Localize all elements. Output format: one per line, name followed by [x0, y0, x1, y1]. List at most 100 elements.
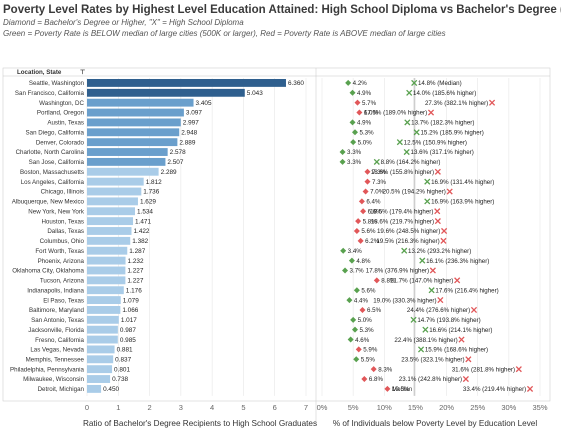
bar-tick-label: 4	[210, 403, 214, 412]
highschool-x	[462, 375, 469, 383]
bar-value-label: 1.382	[132, 238, 148, 245]
bar-value-label: 1.629	[140, 199, 156, 206]
bachelor-label: 3.4%	[348, 248, 363, 255]
bar-value-label: 3.405	[196, 100, 212, 107]
highschool-x	[401, 247, 408, 254]
filter-icon[interactable]: ⊤	[80, 69, 85, 76]
bar-tick-label: 1	[116, 403, 120, 412]
bachelor-label: 5.8%	[363, 218, 378, 225]
city-label: Philadelphia, Pennsylvania	[10, 366, 85, 373]
bar	[87, 276, 126, 285]
bar	[87, 128, 180, 137]
highschool-label: 17.5% (189.0% higher)	[364, 110, 427, 117]
scatter-tick-label: 0%	[317, 403, 328, 412]
highschool-label: 16.1% (236.3% higher)	[426, 258, 489, 265]
bachelor-diamond	[357, 237, 364, 244]
bachelor-diamond	[364, 178, 371, 185]
city-label: Columbus, Ohio	[40, 238, 85, 245]
bar	[87, 266, 126, 275]
city-labels: Seattle, Washington San Francisco, Califo…	[10, 80, 85, 393]
bachelor-diamond	[354, 99, 361, 106]
bar-value-label: 3.097	[186, 110, 202, 117]
bar-value-label: 2.289	[161, 169, 177, 176]
bachelor-label: 3.3%	[347, 149, 362, 156]
bachelor-diamond	[340, 247, 347, 254]
bar	[87, 177, 144, 186]
city-label: San Francisco, California	[15, 90, 85, 97]
city-label: Austin, Texas	[47, 120, 84, 127]
bar	[87, 236, 131, 245]
bachelor-label: 6.2%	[365, 238, 380, 245]
highschool-label: 18.6% (155.8% higher)	[371, 169, 434, 176]
highschool-label: 19.6% (248.5% higher)	[377, 228, 440, 235]
bar-value-label: 2.889	[179, 139, 195, 146]
city-label: Chicago, Illinois	[41, 189, 84, 196]
highschool-label: 16.9% (163.9% higher)	[431, 199, 494, 206]
bar-value-label: 6.360	[288, 80, 304, 87]
highschool-label: 8.8% (164.2% higher)	[381, 159, 441, 166]
bar	[87, 118, 181, 127]
bachelor-label: 6.5%	[367, 307, 382, 314]
bar	[87, 148, 168, 156]
highschool-label: 33.4% (219.4% higher)	[463, 386, 526, 393]
highschool-label: 20.5% (194.2% higher)	[383, 189, 446, 196]
highschool-x	[396, 139, 403, 146]
bachelor-label: 8.3%	[378, 366, 393, 373]
bachelor-diamond	[358, 198, 365, 205]
bachelor-label: 3.7%	[350, 268, 365, 275]
bar	[87, 335, 118, 344]
bar-value-label: 2.507	[167, 159, 183, 166]
highschool-x	[411, 79, 418, 86]
highschool-x	[515, 366, 522, 373]
bar-value-label: 5.043	[247, 90, 263, 97]
bar	[87, 88, 245, 97]
bachelor-label: 6.8%	[369, 376, 384, 383]
bachelor-diamond	[349, 119, 356, 126]
highschool-x	[470, 306, 478, 314]
city-label: Denver, Colorado	[36, 139, 85, 146]
bar-axis-ticks: 0 1 2 3 4 5 6 7	[85, 403, 308, 412]
bar	[87, 345, 115, 354]
bar	[87, 98, 194, 107]
city-label: Detroit, Michigan	[38, 386, 85, 393]
highschool-x	[373, 158, 380, 165]
bar-value-label: 1.232	[128, 258, 144, 265]
bar-value-label: 2.948	[181, 129, 197, 136]
bar	[87, 79, 286, 87]
bachelor-diamond	[347, 336, 354, 343]
city-label: San Diego, California	[26, 129, 85, 136]
bachelor-diamond	[364, 168, 371, 175]
bachelor-label: 5.6%	[361, 228, 376, 235]
scatter-tick-label: 15%	[408, 403, 423, 412]
bar	[87, 365, 113, 374]
bar-value-label: 1.227	[127, 278, 143, 285]
highschool-label: 19.5% (216.3% higher)	[376, 238, 439, 245]
city-label: El Paso, Texas	[43, 297, 84, 304]
bachelor-label: 4.4%	[354, 297, 369, 304]
highschool-x	[434, 218, 441, 225]
bachelor-label: 5.6%	[361, 287, 376, 294]
bar-value-label: 0.985	[120, 337, 136, 344]
bar-value-label: 0.837	[115, 356, 131, 363]
highschool-label: 23.1% (242.8% higher)	[399, 376, 462, 383]
highschool-x	[458, 336, 465, 343]
highschool-x	[424, 178, 431, 185]
bar-value-label: 1.287	[129, 248, 145, 255]
scatter-tick-label: 35%	[532, 403, 547, 412]
bachelor-diamond	[353, 227, 360, 234]
bar-value-label: 1.736	[143, 189, 159, 196]
highschool-label: 15.9% (168.6% higher)	[425, 347, 488, 354]
bar	[87, 197, 138, 206]
city-label: Houston, Texas	[41, 218, 84, 225]
highschool-label: 18.5% (179.4% higher)	[370, 208, 433, 215]
bar-tick-label: 3	[179, 403, 183, 412]
bar-value-label: 0.801	[114, 366, 130, 373]
bar	[87, 157, 166, 166]
highschool-x	[429, 267, 436, 274]
bachelor-label: 10.5%	[392, 386, 410, 393]
bar	[87, 315, 119, 324]
city-label: Albuquerque, New Mexico	[12, 199, 85, 206]
bachelor-diamond	[339, 149, 346, 156]
city-label: Las Vegas, Nevada	[30, 347, 84, 354]
row-header: Location, State	[17, 69, 62, 76]
